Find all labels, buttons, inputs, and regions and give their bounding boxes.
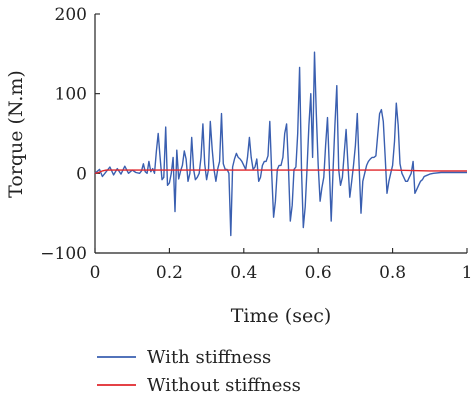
x-axis-label: Time (sec) — [231, 305, 332, 327]
legend-label-with-stiffness: With stiffness — [147, 347, 271, 368]
series-line-without-stiffness — [94, 169, 467, 174]
y-tick-label: −100 — [40, 244, 87, 264]
x-tick-label: 0.8 — [379, 263, 406, 283]
y-axis-ticks: −100 0 100 200 — [40, 5, 100, 264]
y-tick-label: 0 — [76, 164, 87, 184]
x-axis-ticks: 0 0.2 0.4 0.6 0.8 1 — [90, 248, 473, 283]
series-layer — [94, 51, 467, 237]
y-axis-label: Torque (N.m) — [5, 70, 27, 198]
x-tick-label: 0 — [90, 263, 101, 283]
legend-label-without-stiffness: Without stiffness — [147, 375, 301, 396]
y-tick-label: 100 — [55, 85, 87, 105]
plot-frame — [94, 14, 467, 254]
x-tick-label: 1 — [462, 263, 473, 283]
x-tick-label: 0.6 — [305, 263, 332, 283]
x-tick-label: 0.4 — [230, 263, 257, 283]
y-tick-label: 200 — [55, 5, 87, 25]
x-tick-label: 0.2 — [156, 263, 183, 283]
series-line-with-stiffness — [94, 51, 467, 237]
legend: With stiffness Without stiffness — [97, 347, 301, 396]
